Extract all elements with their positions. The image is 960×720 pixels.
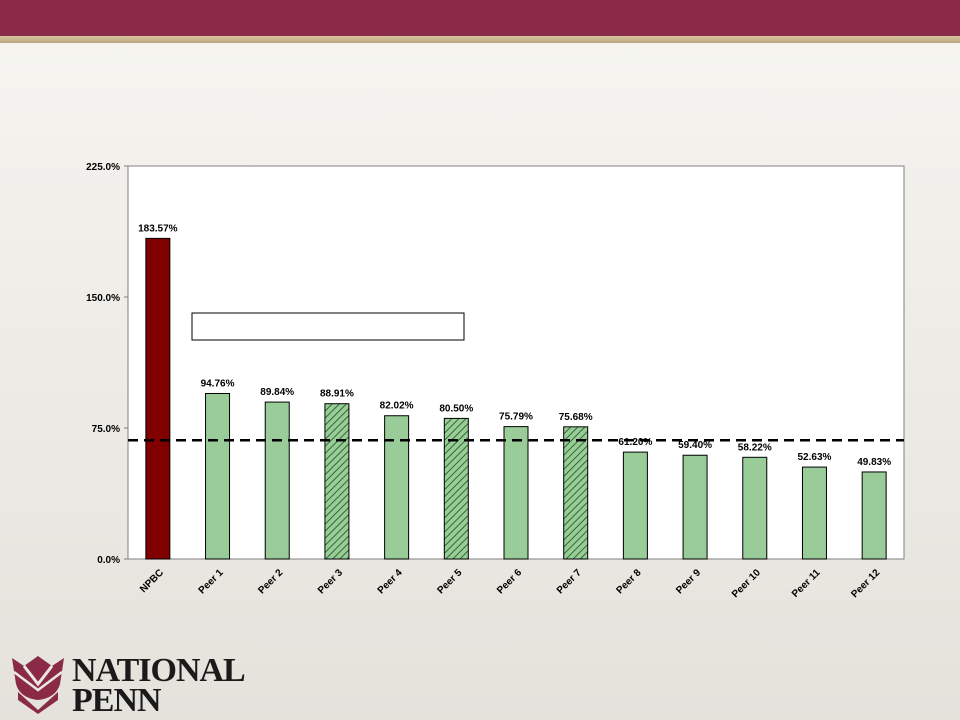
- data-label: 94.76%: [201, 378, 235, 389]
- x-tick-label: Peer 3: [316, 567, 345, 596]
- data-label: 58.22%: [738, 442, 772, 453]
- tulip-flower-icon: [12, 656, 64, 714]
- y-axis: 0.0% 75.0% 150.0% 225.0%: [86, 162, 128, 566]
- bars: [145, 237, 887, 560]
- bar-peer-5: [443, 417, 469, 560]
- x-tick-label: Peer 10: [730, 567, 763, 600]
- bar-peer-3: [324, 403, 350, 560]
- data-label: 75.79%: [499, 412, 533, 423]
- bar-peer-7: [563, 426, 589, 560]
- bar-peer-2: [264, 401, 290, 560]
- x-tick-label: Peer 5: [435, 567, 464, 596]
- x-tick-label: Peer 9: [674, 567, 703, 596]
- y-tick-label: 225.0%: [86, 162, 120, 173]
- x-tick-label: Peer 11: [790, 567, 823, 600]
- x-tick-label: Peer 8: [614, 567, 643, 596]
- header-bar: [0, 0, 960, 36]
- bar-peer-4: [384, 415, 410, 560]
- bar-peer-1: [205, 392, 231, 560]
- y-tick-label: 75.0%: [92, 424, 120, 435]
- x-tick-label: Peer 12: [849, 567, 882, 600]
- x-tick-label: Peer 2: [256, 567, 285, 596]
- x-tick-label: Peer 1: [197, 567, 226, 596]
- data-label: 183.57%: [138, 223, 178, 234]
- bar-peer-8: [622, 451, 648, 560]
- x-tick-label: NPBC: [138, 567, 166, 595]
- data-label: 59.40%: [678, 440, 712, 451]
- bar-peer-10: [742, 456, 768, 560]
- logo-text-penn: PENN: [72, 682, 162, 719]
- header-accent-stripe: [0, 36, 960, 43]
- y-tick-label: 150.0%: [86, 293, 120, 304]
- company-logo: NATIONAL PENN: [10, 652, 270, 718]
- data-label: 80.50%: [439, 403, 473, 414]
- data-label: 88.91%: [320, 389, 354, 400]
- data-label: 52.63%: [798, 452, 832, 463]
- data-label: 75.68%: [559, 412, 593, 423]
- data-label: 82.02%: [380, 401, 414, 412]
- bar-peer-9: [682, 454, 708, 560]
- x-axis-labels: NPBC Peer 1 Peer 2 Peer 3 Peer 4 Peer 5 Peer 6…: [138, 567, 882, 600]
- data-labels: 183.57% 94.76% 89.84% 88.91% 82.02% 80.50% 75.…: [138, 223, 891, 468]
- data-label: 89.84%: [260, 387, 294, 398]
- x-tick-label: Peer 7: [555, 567, 584, 596]
- bar-chart: 0.0% 75.0% 150.0% 225.0% 183.57% 94.76% 89.84…: [86, 162, 905, 600]
- data-label: 49.83%: [857, 457, 891, 468]
- x-tick-label: Peer 4: [376, 567, 405, 596]
- bar-peer-6: [503, 426, 529, 560]
- logo-text-national: NATIONAL: [72, 652, 246, 689]
- legend-box: [191, 312, 465, 341]
- x-tick-label: Peer 6: [495, 567, 524, 596]
- bar-npbc: [145, 237, 171, 560]
- data-label: 61.20%: [618, 437, 652, 448]
- bar-peer-11: [801, 466, 827, 560]
- y-tick-label: 0.0%: [97, 555, 120, 566]
- bar-peer-12: [861, 471, 887, 560]
